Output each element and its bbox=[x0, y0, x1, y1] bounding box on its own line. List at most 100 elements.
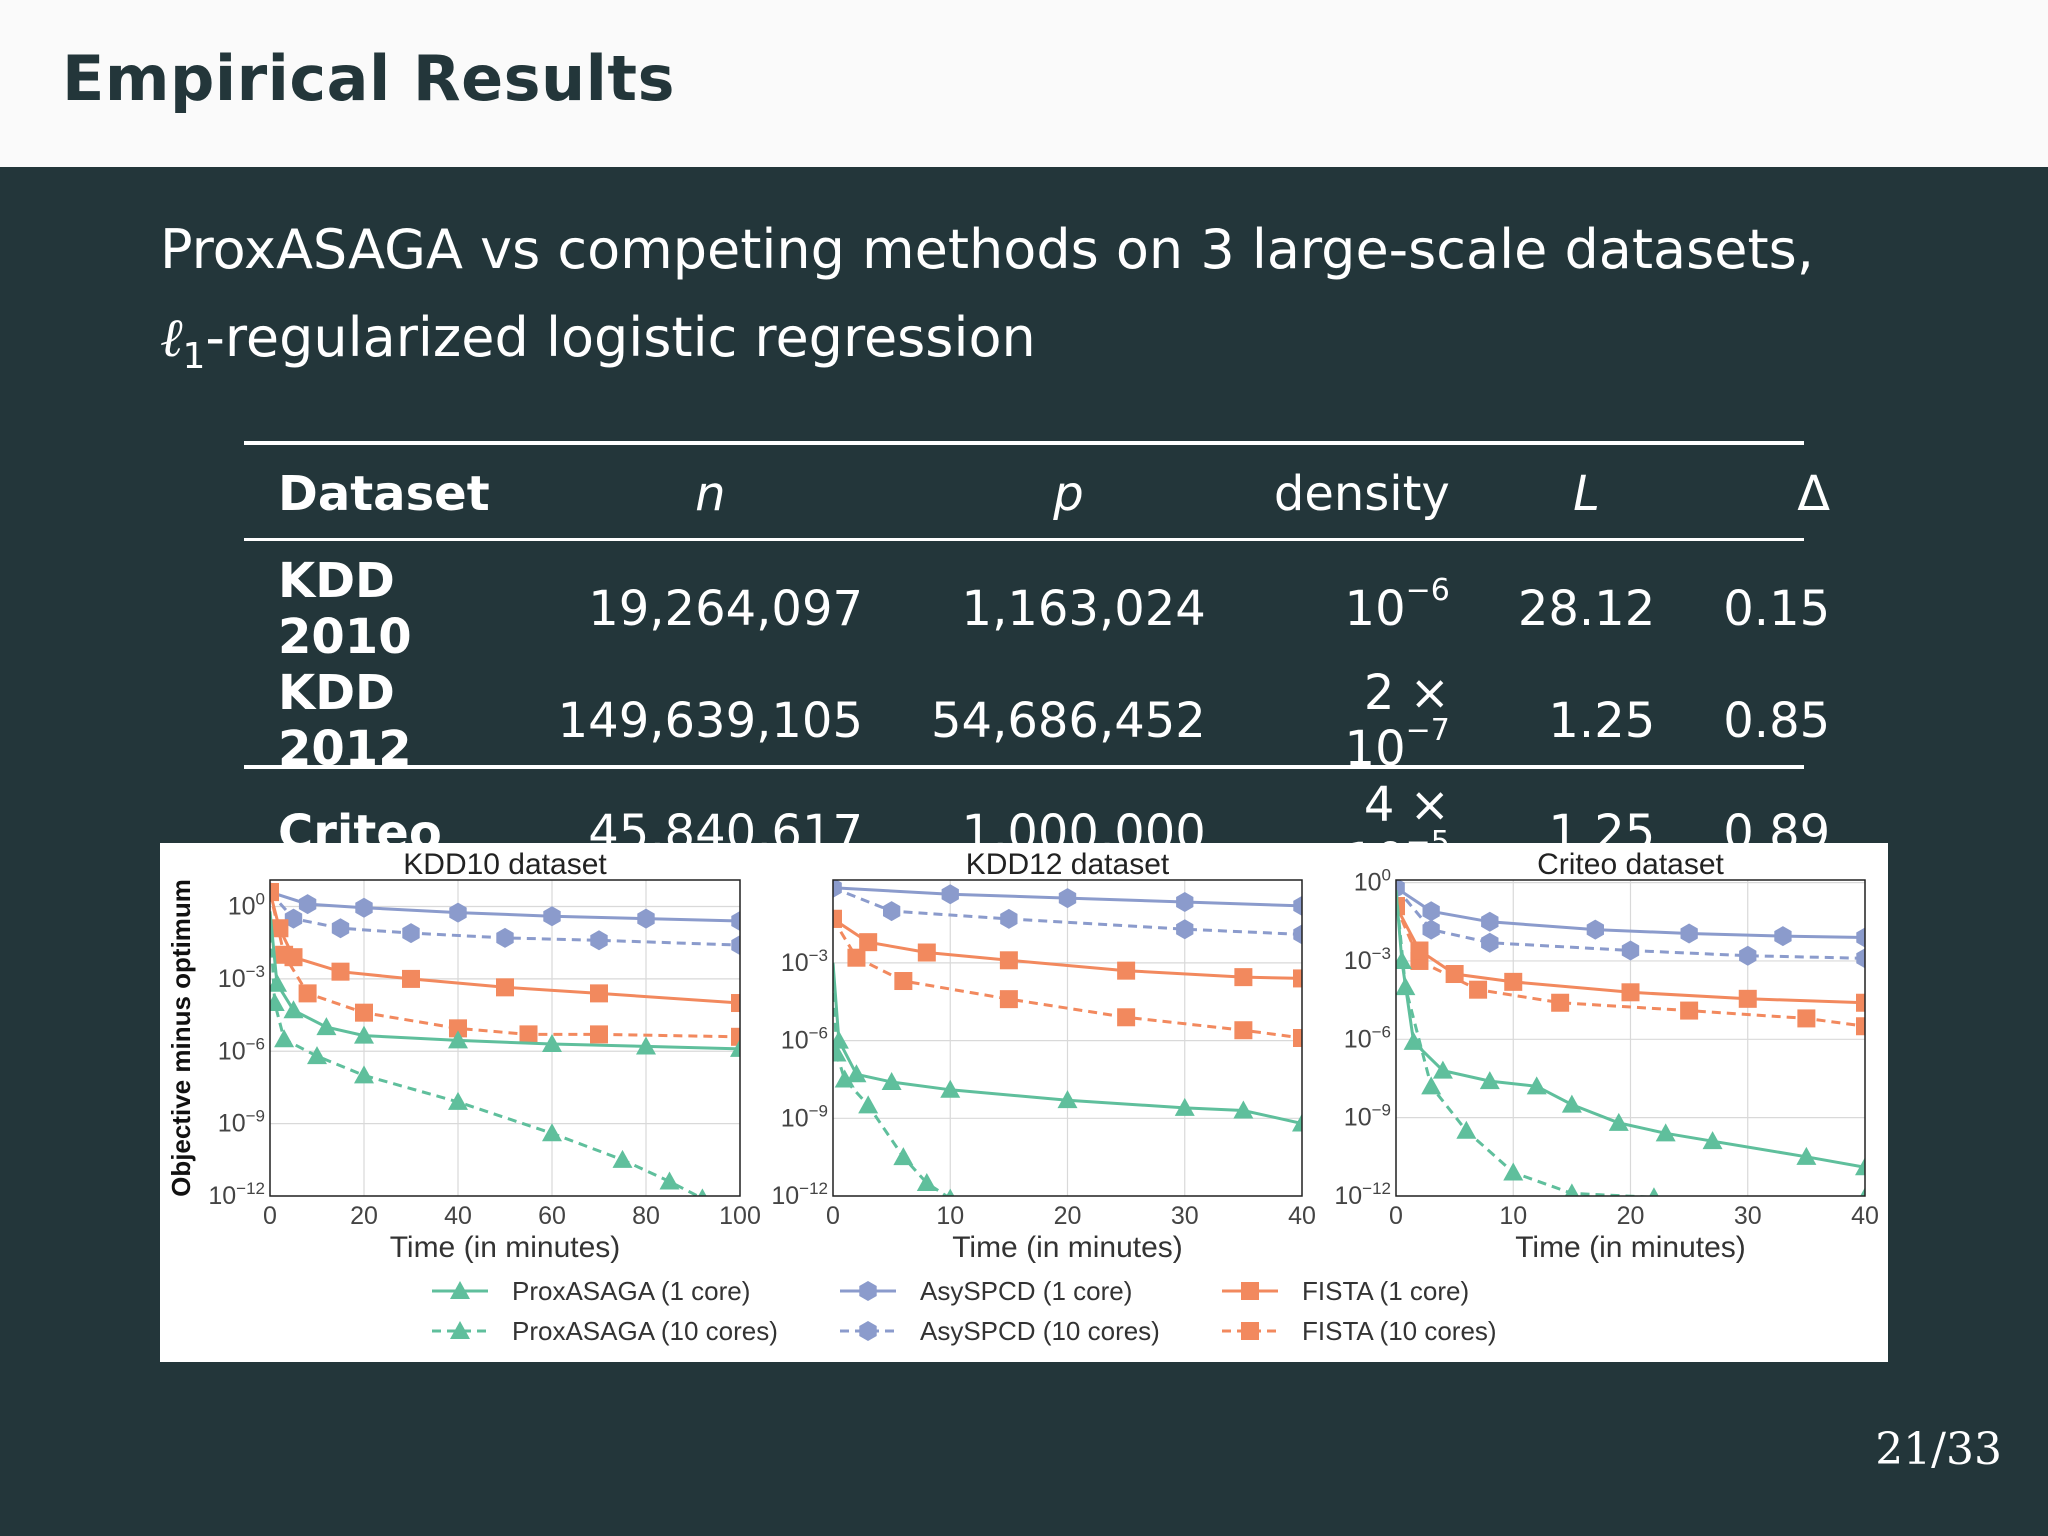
intro-line-1: ProxASAGA vs competing methods on 3 larg… bbox=[160, 218, 1814, 281]
legend-label: AsySPCD (10 cores) bbox=[920, 1316, 1160, 1346]
series-marker-asy1 bbox=[637, 908, 655, 929]
series-marker-asy1 bbox=[731, 911, 740, 931]
series-marker-fista10 bbox=[1293, 1029, 1302, 1047]
series-marker-fista1 bbox=[331, 962, 350, 981]
series-marker-asy10 bbox=[590, 930, 608, 951]
series-marker-prox1 bbox=[316, 1017, 337, 1036]
y-tick-label: 10−6 bbox=[218, 1034, 265, 1065]
series-marker-prox10 bbox=[1503, 1162, 1524, 1181]
x-tick-label: 10 bbox=[1499, 1202, 1527, 1230]
header-delta: Δ bbox=[1797, 466, 1831, 522]
y-tick-label: 10−3 bbox=[218, 962, 265, 993]
table-header-row: Dataset n p density L Δ bbox=[244, 455, 1864, 533]
series-marker-asy10 bbox=[402, 923, 420, 944]
series-marker-fista10 bbox=[298, 984, 317, 1003]
x-axis-label: Time (in minutes) bbox=[952, 1231, 1183, 1264]
series-marker-prox1 bbox=[1479, 1071, 1500, 1090]
series-marker-asy1 bbox=[298, 894, 317, 915]
series-marker-asy1 bbox=[1176, 892, 1194, 912]
series-marker-prox1 bbox=[1396, 950, 1412, 969]
series-marker-prox1 bbox=[542, 1034, 562, 1053]
series-marker-prox1 bbox=[1655, 1123, 1676, 1142]
series-marker-asy1 bbox=[941, 884, 959, 905]
series-marker-prox1 bbox=[846, 1064, 867, 1083]
series-marker-prox1 bbox=[1608, 1112, 1629, 1131]
cell-dataset: KDD 2012 bbox=[278, 665, 412, 777]
dataset-table: Dataset n p density L Δ KDD 2010 19,264,… bbox=[244, 455, 1864, 889]
legend-marker-fista1 bbox=[1241, 1282, 1259, 1300]
legend-label: ProxASAGA (1 core) bbox=[512, 1276, 750, 1306]
series-marker-fista1 bbox=[590, 984, 608, 1003]
series-marker-fista10 bbox=[1117, 1008, 1136, 1027]
series-marker-fista1 bbox=[1504, 972, 1523, 991]
table-mid-rule bbox=[244, 538, 1804, 541]
series-marker-fista10 bbox=[355, 1003, 373, 1022]
series-marker-fista10 bbox=[731, 1027, 740, 1046]
intro-line-2: ℓ1-regularized logistic regression bbox=[160, 306, 1036, 377]
series-marker-fista1 bbox=[1234, 968, 1253, 987]
series-marker-asy10 bbox=[1621, 940, 1640, 961]
density-base: 2 × 10 bbox=[1344, 665, 1450, 777]
series-marker-prox1 bbox=[1432, 1060, 1453, 1079]
chart-panel: KDD12 dataset 0 10 20 30 40 Time (in minutes) 1… bbox=[771, 848, 1316, 1264]
series-marker-prox10 bbox=[612, 1149, 633, 1168]
series-marker-prox10 bbox=[542, 1123, 562, 1142]
x-tick-label: 40 bbox=[1851, 1202, 1879, 1230]
y-tick-exponent: −3 bbox=[809, 946, 828, 965]
series-marker-prox1 bbox=[1526, 1076, 1547, 1095]
y-tick-label: 10−9 bbox=[781, 1101, 828, 1132]
series-marker-prox1 bbox=[1233, 1100, 1254, 1119]
series-marker-prox1 bbox=[1057, 1090, 1078, 1109]
y-tick-label: 100 bbox=[228, 890, 265, 921]
series-marker-asy10 bbox=[1481, 932, 1499, 953]
series-marker-fista10 bbox=[449, 1019, 467, 1038]
y-tick-exponent: −6 bbox=[809, 1024, 828, 1043]
series-marker-asy1 bbox=[1396, 880, 1405, 898]
x-tick-label: 20 bbox=[1617, 1202, 1645, 1230]
y-tick-exponent: 0 bbox=[256, 890, 265, 909]
slide-title: Empirical Results bbox=[62, 42, 675, 115]
y-tick-label: 10−3 bbox=[1344, 944, 1391, 975]
legend-label: AsySPCD (1 core) bbox=[920, 1276, 1132, 1306]
series-marker-fista10 bbox=[847, 948, 866, 967]
series-marker-prox10 bbox=[659, 1171, 680, 1190]
cell-delta: 0.85 bbox=[1723, 693, 1831, 749]
series-marker-asy10 bbox=[1422, 919, 1440, 940]
legend-label: FISTA (1 core) bbox=[1302, 1276, 1469, 1306]
x-axis-label: Time (in minutes) bbox=[390, 1231, 621, 1264]
y-tick-label: 10−12 bbox=[771, 1179, 828, 1210]
table-bottom-rule bbox=[244, 765, 1804, 769]
x-tick-label: 0 bbox=[1389, 1202, 1403, 1230]
series-marker-fista1 bbox=[999, 951, 1018, 970]
cell-n: 149,639,105 bbox=[557, 693, 864, 749]
y-tick-label: 10−9 bbox=[218, 1107, 265, 1138]
series-marker-fista10 bbox=[1469, 980, 1488, 999]
series-marker-prox10 bbox=[448, 1091, 468, 1110]
series-marker-fista1 bbox=[833, 909, 842, 928]
series-marker-prox10 bbox=[698, 1188, 707, 1196]
series-marker-asy10 bbox=[284, 908, 303, 929]
y-tick-label: 10−6 bbox=[1344, 1022, 1391, 1053]
cell-density: 2 × 10−7 bbox=[1240, 665, 1484, 777]
series-marker-asy1 bbox=[1058, 888, 1077, 909]
legend-marker-fista10 bbox=[1241, 1322, 1259, 1340]
panel-title: KDD12 dataset bbox=[966, 848, 1170, 881]
series-marker-asy1 bbox=[1422, 901, 1440, 922]
series-marker-fista1 bbox=[731, 994, 740, 1013]
series-marker-fista10 bbox=[1551, 993, 1570, 1012]
header-p: p bbox=[1053, 466, 1084, 522]
series-marker-fista1 bbox=[496, 978, 514, 997]
series-marker-asy1 bbox=[355, 897, 373, 918]
legend-label: FISTA (10 cores) bbox=[1302, 1316, 1497, 1346]
x-axis-label: Time (in minutes) bbox=[1515, 1231, 1746, 1264]
series-marker-asy10 bbox=[731, 935, 740, 956]
series-marker-asy1 bbox=[543, 906, 561, 927]
series-marker-prox1 bbox=[1561, 1094, 1582, 1113]
cell-dataset: KDD 2010 bbox=[278, 553, 412, 665]
chart-panel: Criteo dataset 0 10 20 30 40 Time (in minutes)… bbox=[1334, 848, 1879, 1264]
table-row: KDD 2012 149,639,105 54,686,452 2 × 10−7… bbox=[244, 665, 1864, 777]
series-marker-prox10 bbox=[916, 1173, 937, 1192]
legend-marker-asy10 bbox=[859, 1321, 877, 1341]
series-marker-prox1 bbox=[1702, 1131, 1723, 1150]
series-marker-fista1 bbox=[917, 943, 936, 962]
